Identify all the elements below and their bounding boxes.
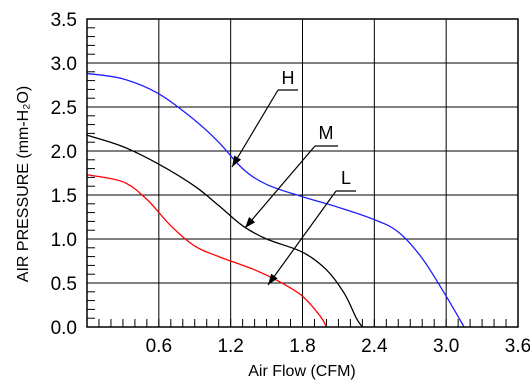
y-tick-label: 0.0 (51, 318, 77, 339)
curve-m (86, 134, 363, 328)
y-tick-label: 1.5 (51, 186, 77, 207)
y-tick-labels: 0.0 0.5 1.0 1.5 2.0 2.5 3.0 3.5 (51, 10, 77, 339)
callout-leader (267, 190, 337, 286)
callout-m: M (244, 123, 338, 229)
y-tick-label: 1.0 (51, 230, 77, 251)
x-tick-label: 2.4 (361, 336, 388, 357)
callout-h: H (231, 68, 298, 168)
callout-leader (231, 89, 279, 168)
y-axis-label: AIR PRESSURE (mm-H₂O) (15, 86, 32, 282)
x-tick-label: 0.6 (146, 336, 172, 357)
callout-arrowhead (232, 155, 242, 167)
curves (86, 72, 465, 328)
x-tick-label: 3.6 (505, 336, 530, 357)
callouts: H M L (231, 68, 356, 286)
callout-l: L (267, 168, 356, 286)
x-tick-label: 1.8 (289, 336, 315, 357)
callout-label: M (319, 123, 334, 143)
x-tick-labels: 0.6 1.2 1.8 2.4 3.0 3.6 (146, 336, 530, 357)
y-tick-label: 3.0 (51, 54, 77, 75)
curve-l (86, 174, 328, 328)
callout-arrowhead (268, 273, 278, 285)
callout-label: L (341, 168, 351, 188)
callout-label: H (282, 68, 295, 88)
y-tick-label: 2.5 (51, 98, 77, 119)
x-axis-label: Air Flow (CFM) (248, 363, 356, 380)
y-tick-label: 2.0 (51, 142, 77, 163)
x-tick-label: 3.0 (433, 336, 459, 357)
x-tick-label: 1.2 (217, 336, 243, 357)
y-tick-label: 3.5 (51, 10, 77, 31)
y-tick-label: 0.5 (51, 274, 77, 295)
plot-frame (86, 18, 519, 328)
callout-arrowhead (245, 217, 256, 228)
curve-h (86, 72, 465, 328)
grid (87, 19, 518, 327)
callout-leader (244, 145, 316, 229)
